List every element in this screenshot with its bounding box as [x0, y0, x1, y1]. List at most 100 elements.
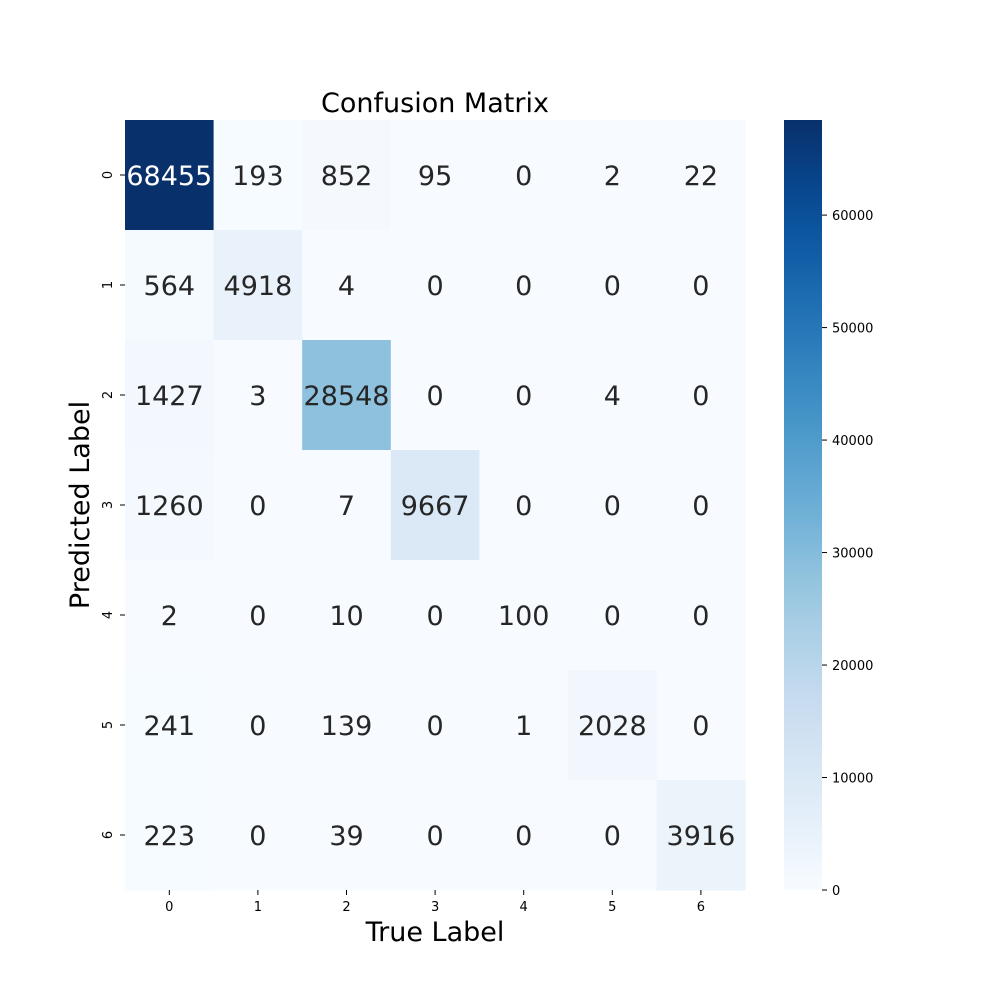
heatmap-cell-r0-c1: [213, 120, 303, 231]
y-tick-label-4: 4: [101, 611, 116, 619]
heatmap-cell-r2-c3: [390, 340, 480, 451]
heatmap-cell-r6-c3: [390, 780, 480, 891]
heatmap-cell-r1-c1: [213, 230, 303, 341]
cell-value-r5-c1: 0: [249, 711, 266, 742]
x-tick-label-1: 1: [254, 900, 262, 915]
cell-value-r2-c1: 3: [249, 381, 266, 412]
y-axis-label: Predicted Label: [65, 401, 96, 609]
x-tick-label-0: 0: [165, 900, 173, 915]
x-tick-label-4: 4: [520, 900, 528, 915]
cell-value-r4-c5: 0: [604, 601, 621, 632]
x-tick-label-2: 2: [342, 900, 350, 915]
heatmap-cell-r5-c5: [568, 670, 658, 781]
cell-value-r3-c5: 0: [604, 491, 621, 522]
heatmap-cell-r0-c4: [479, 120, 569, 231]
heatmap-cell-r1-c6: [656, 230, 746, 341]
x-tick-label-5: 5: [608, 900, 616, 915]
cell-value-r6-c0: 223: [144, 821, 196, 852]
cell-value-r6-c4: 0: [515, 821, 532, 852]
heatmap-cell-r0-c3: [390, 120, 480, 231]
heatmap-cell-r3-c6: [656, 450, 746, 561]
cell-value-r3-c3: 9667: [401, 491, 470, 522]
heatmap-cell-r6-c5: [568, 780, 658, 891]
heatmap-cell-r0-c0: [125, 120, 215, 231]
heatmap-cell-r2-c2: [302, 340, 392, 451]
heatmap-cell-r5-c6: [656, 670, 746, 781]
cell-value-r0-c3: 95: [418, 161, 452, 192]
cell-value-r5-c3: 0: [427, 711, 444, 742]
heatmap-cell-r3-c0: [125, 450, 215, 561]
y-tick-label-6: 6: [101, 831, 116, 839]
heatmap-cell-r6-c6: [656, 780, 746, 891]
cell-value-r6-c1: 0: [249, 821, 266, 852]
cell-value-r0-c0: 68455: [126, 161, 212, 192]
y-tick-label-3: 3: [101, 501, 116, 509]
cell-value-r0-c2: 852: [321, 161, 373, 192]
cell-value-r1-c6: 0: [692, 271, 709, 302]
x-tick-label-6: 6: [697, 900, 705, 915]
y-axis-ticks: 0 1 2 3 4 5 6: [101, 171, 125, 839]
heatmap-cell-r3-c3: [390, 450, 480, 561]
heatmap-cells: [125, 120, 746, 891]
heatmap-cell-r6-c1: [213, 780, 303, 891]
heatmap-cell-r5-c0: [125, 670, 215, 781]
heatmap-cell-r2-c0: [125, 340, 215, 451]
y-tick-label-5: 5: [101, 721, 116, 729]
cell-value-r1-c0: 564: [144, 271, 196, 302]
heatmap-cell-r4-c0: [125, 560, 215, 671]
heatmap-cell-r5-c3: [390, 670, 480, 781]
heatmap-cell-r1-c0: [125, 230, 215, 341]
cell-value-r5-c6: 0: [692, 711, 709, 742]
cell-value-r2-c6: 0: [692, 381, 709, 412]
y-tick-label-2: 2: [101, 391, 116, 399]
x-axis-ticks: 0 1 2 3 4 5 6: [165, 890, 705, 915]
heatmap-cell-r3-c2: [302, 450, 392, 561]
cell-value-r3-c0: 1260: [135, 491, 204, 522]
heatmap-cell-r6-c2: [302, 780, 392, 891]
cell-value-r4-c6: 0: [692, 601, 709, 632]
cell-value-r1-c1: 4918: [224, 271, 293, 302]
heatmap-cell-r0-c2: [302, 120, 392, 231]
heatmap-cell-r4-c3: [390, 560, 480, 671]
cell-value-r0-c1: 193: [232, 161, 284, 192]
cell-value-r5-c5: 2028: [578, 711, 647, 742]
x-axis-label: True Label: [365, 917, 505, 948]
cell-value-r6-c3: 0: [427, 821, 444, 852]
heatmap-cell-r3-c4: [479, 450, 569, 561]
heatmap-cell-r5-c2: [302, 670, 392, 781]
cell-value-r3-c1: 0: [249, 491, 266, 522]
cell-value-r6-c2: 39: [329, 821, 363, 852]
cell-value-r4-c1: 0: [249, 601, 266, 632]
colorbar-gradient: [784, 120, 822, 890]
colorbar-tick-label-1: 10000: [832, 772, 873, 787]
heatmap-cell-r4-c2: [302, 560, 392, 671]
colorbar-tick-label-4: 40000: [832, 434, 873, 449]
colorbar-tick-label-2: 20000: [832, 659, 873, 674]
heatmap-cell-r4-c1: [213, 560, 303, 671]
heatmap-cell-r2-c5: [568, 340, 658, 451]
cell-value-r3-c2: 7: [338, 491, 355, 522]
heatmap-cell-r1-c4: [479, 230, 569, 341]
cell-value-r6-c5: 0: [604, 821, 621, 852]
colorbar: 0 10000 20000 30000 40000 50000 60000: [784, 120, 873, 899]
heatmap-cell-r2-c6: [656, 340, 746, 451]
heatmap-cell-r5-c1: [213, 670, 303, 781]
y-tick-label-1: 1: [101, 281, 116, 289]
cell-value-r2-c4: 0: [515, 381, 532, 412]
cell-value-r2-c0: 1427: [135, 381, 204, 412]
heatmap-cell-r4-c4: [479, 560, 569, 671]
cell-value-r1-c3: 0: [427, 271, 444, 302]
cell-value-r2-c2: 28548: [304, 381, 390, 412]
heatmap-cell-r1-c3: [390, 230, 480, 341]
cell-value-r4-c0: 2: [161, 601, 178, 632]
heatmap-cell-r6-c4: [479, 780, 569, 891]
colorbar-tick-label-0: 0: [832, 884, 840, 899]
x-tick-label-3: 3: [431, 900, 439, 915]
heatmap-cell-r3-c5: [568, 450, 658, 561]
heatmap-cell-r1-c2: [302, 230, 392, 341]
cell-value-r2-c5: 4: [604, 381, 621, 412]
cell-value-r6-c6: 3916: [667, 821, 736, 852]
heatmap-cell-r5-c4: [479, 670, 569, 781]
